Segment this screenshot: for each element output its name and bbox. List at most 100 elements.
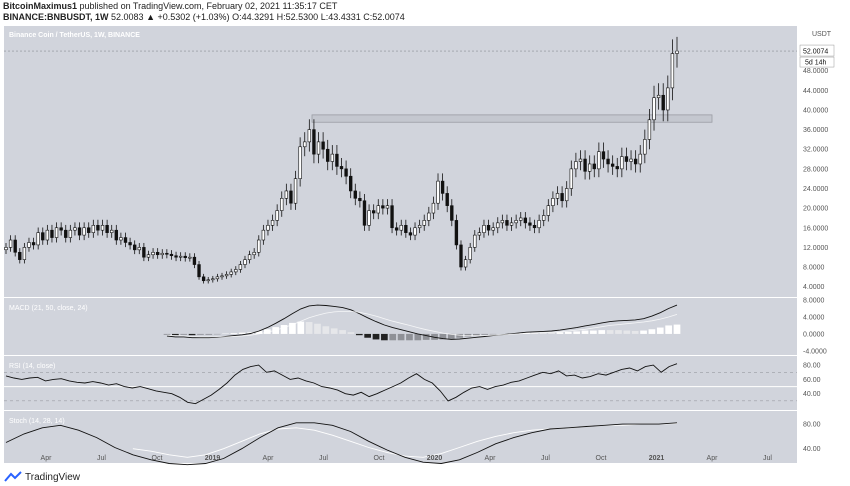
- macd-title: MACD (21, 50, close, 24): [9, 305, 88, 312]
- last-price-box: [799, 44, 835, 57]
- published-text: published on TradingView.com, February 0…: [79, 1, 338, 11]
- macd-histogram-bar: [255, 330, 263, 334]
- candle-body: [321, 141, 325, 150]
- candle-body: [376, 205, 380, 214]
- macd-histogram-bar: [673, 324, 681, 334]
- macd-histogram-bar: [355, 333, 363, 336]
- candle-body: [114, 229, 118, 241]
- resistance-zone: [311, 114, 713, 123]
- symbol-label: BINANCE:BNBUSDT, 1W: [3, 12, 109, 22]
- candle-body: [367, 210, 371, 226]
- candle-body: [427, 212, 431, 221]
- candle-body: [289, 190, 293, 204]
- candle-body: [293, 178, 298, 204]
- time-axis-label: Jul: [319, 455, 328, 462]
- macd-histogram-bar: [314, 323, 321, 334]
- countdown-label: 5d 14h: [805, 60, 827, 67]
- candle-body: [551, 198, 555, 206]
- stoch-k-line: [5, 422, 678, 466]
- macd-axis-tick: -4.0000: [803, 348, 827, 355]
- candle-body: [77, 227, 82, 236]
- candle-body: [257, 239, 261, 253]
- candle-body: [422, 220, 426, 226]
- price-change: ▲ +0.5302 (+1.03%): [146, 12, 230, 22]
- stoch-title: Stoch (14, 28, 14): [9, 418, 65, 425]
- candle-body: [110, 229, 114, 233]
- candle-body: [606, 158, 610, 165]
- candle-body: [284, 190, 289, 199]
- candle-body: [450, 205, 454, 221]
- candle-body: [528, 222, 532, 226]
- candle-body: [119, 237, 123, 241]
- macd-axis-tick: 8.0000: [803, 298, 825, 305]
- macd-histogram-bar: [623, 330, 631, 334]
- candle-body: [91, 224, 96, 233]
- candle-body: [666, 87, 670, 111]
- macd-histogram-bar: [456, 333, 463, 338]
- author-name[interactable]: BitcoinMaximus1: [3, 1, 78, 11]
- candle-body: [298, 146, 302, 179]
- stoch-axis-tick: 80.00: [803, 422, 821, 429]
- candle-body: [574, 161, 578, 170]
- price-pane: [4, 26, 797, 297]
- candle-body: [555, 193, 560, 199]
- candle-body: [349, 175, 353, 192]
- macd-histogram-bar: [280, 325, 288, 334]
- candle-body: [31, 242, 36, 246]
- candle-body: [399, 224, 403, 231]
- macd-histogram-bar: [397, 333, 405, 341]
- candle-body: [316, 141, 321, 155]
- time-axis-label: Oct: [596, 455, 607, 462]
- candle-body: [597, 151, 601, 170]
- candle-body: [440, 180, 445, 194]
- price-axis-tick: 28.0000: [803, 166, 828, 173]
- ohlc-h-label: H:: [276, 12, 286, 22]
- candle-body: [27, 242, 31, 248]
- candle-body: [473, 234, 477, 248]
- candle-body: [261, 229, 266, 241]
- candle-body: [486, 224, 491, 231]
- candle-body: [50, 229, 54, 238]
- candle-body: [22, 247, 27, 260]
- candle-body: [197, 264, 201, 278]
- candle-body: [610, 163, 615, 167]
- time-axis-label: Oct: [152, 455, 163, 462]
- macd-axis-tick: 0.0000: [803, 331, 825, 338]
- ohlc-o: 44.3291: [241, 12, 275, 22]
- chart-canvas[interactable]: 4.0000 8.0000 12.0000 16.0000 20.0000 24.0000…: [0, 0, 850, 468]
- macd-histogram-bar: [339, 330, 346, 334]
- rsi-title: RSI (14, close): [9, 363, 55, 370]
- brand-label[interactable]: TradingView: [25, 471, 81, 483]
- publish-line: BitcoinMaximus1 published on TradingView…: [3, 1, 337, 11]
- ohlc-h: 52.5300: [285, 12, 319, 22]
- candle-body: [68, 229, 73, 238]
- candle-body: [133, 244, 137, 251]
- macd-histogram-bar: [330, 328, 338, 334]
- candle-body: [220, 275, 224, 278]
- candle-body: [514, 220, 518, 224]
- candle-body: [312, 129, 316, 155]
- candle-body: [151, 251, 155, 256]
- time-axis-label: Apr: [485, 455, 497, 462]
- tradingview-logo-icon[interactable]: [4, 471, 22, 483]
- macd-histogram-bar: [590, 330, 597, 334]
- macd-histogram-bar: [539, 332, 547, 334]
- candle-body: [330, 153, 334, 162]
- macd-histogram-bar: [656, 327, 664, 334]
- candle-body: [201, 276, 206, 282]
- macd-histogram-bar: [230, 333, 238, 334]
- stoch-pane: [4, 411, 797, 463]
- macd-histogram-bar: [163, 333, 171, 335]
- macd-pane: [4, 298, 797, 355]
- candle-body: [532, 224, 537, 229]
- candle-body: [18, 251, 22, 260]
- time-axis-label: Apr: [263, 455, 275, 462]
- candle-body: [569, 168, 573, 189]
- time-axis-label: Jul: [763, 455, 772, 462]
- rsi-axis-tick: 80.00: [803, 363, 821, 370]
- candle-body: [523, 217, 528, 224]
- candle-body: [629, 158, 633, 162]
- candle-body: [477, 232, 482, 236]
- time-axis-label: 2021: [649, 455, 665, 462]
- price-axis-tick: 20.0000: [803, 206, 828, 213]
